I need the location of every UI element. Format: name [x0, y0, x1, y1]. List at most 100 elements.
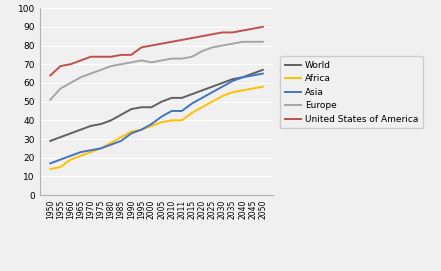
Line: United States of America: United States of America	[50, 27, 263, 75]
Europe	[98, 68, 104, 72]
Africa	[240, 89, 245, 92]
World	[119, 113, 124, 116]
World	[250, 72, 255, 75]
United States of America	[169, 40, 174, 43]
United States of America	[250, 27, 255, 30]
Europe	[240, 40, 245, 43]
Asia	[260, 72, 265, 75]
United States of America	[240, 29, 245, 32]
Asia	[199, 96, 205, 99]
United States of America	[58, 64, 63, 68]
Europe	[179, 57, 184, 60]
Asia	[88, 149, 93, 152]
United States of America	[209, 33, 215, 36]
Asia	[179, 109, 184, 113]
World	[139, 106, 144, 109]
Europe	[169, 57, 174, 60]
United States of America	[139, 46, 144, 49]
United States of America	[88, 55, 93, 58]
Asia	[240, 76, 245, 79]
Asia	[68, 154, 73, 157]
Asia	[129, 132, 134, 135]
Africa	[48, 167, 53, 170]
Europe	[189, 55, 194, 58]
World	[108, 119, 114, 122]
World	[78, 128, 83, 131]
World	[230, 78, 235, 81]
Asia	[220, 85, 225, 88]
Asia	[98, 147, 104, 150]
Asia	[149, 122, 154, 126]
United States of America	[260, 25, 265, 28]
World	[48, 139, 53, 143]
Europe	[209, 46, 215, 49]
Asia	[189, 102, 194, 105]
World	[129, 108, 134, 111]
Africa	[250, 87, 255, 90]
United States of America	[179, 38, 184, 41]
United States of America	[159, 42, 164, 45]
United States of America	[149, 44, 154, 47]
Europe	[68, 81, 73, 85]
World	[189, 92, 194, 96]
World	[209, 85, 215, 88]
Europe	[58, 87, 63, 90]
Europe	[119, 63, 124, 66]
World	[220, 81, 225, 85]
Asia	[48, 162, 53, 165]
Africa	[129, 130, 134, 133]
Asia	[159, 115, 164, 118]
United States of America	[98, 55, 104, 58]
Africa	[209, 100, 215, 103]
World	[169, 96, 174, 99]
Asia	[250, 74, 255, 77]
Europe	[220, 44, 225, 47]
Africa	[199, 106, 205, 109]
Europe	[260, 40, 265, 43]
Europe	[88, 72, 93, 75]
United States of America	[48, 74, 53, 77]
World	[68, 132, 73, 135]
Asia	[108, 143, 114, 146]
Line: Africa: Africa	[50, 87, 263, 169]
Africa	[98, 147, 104, 150]
Europe	[129, 61, 134, 64]
Europe	[149, 61, 154, 64]
World	[58, 136, 63, 139]
United States of America	[108, 55, 114, 58]
Africa	[230, 91, 235, 94]
Europe	[139, 59, 144, 62]
Europe	[230, 42, 235, 45]
Asia	[119, 139, 124, 143]
Europe	[159, 59, 164, 62]
Legend: World, Africa, Asia, Europe, United States of America: World, Africa, Asia, Europe, United Stat…	[280, 56, 422, 128]
Line: World: World	[50, 70, 263, 141]
Europe	[199, 50, 205, 53]
Africa	[78, 154, 83, 157]
Asia	[78, 150, 83, 154]
Asia	[209, 91, 215, 94]
United States of America	[220, 31, 225, 34]
United States of America	[68, 63, 73, 66]
Africa	[119, 136, 124, 139]
United States of America	[119, 53, 124, 57]
World	[199, 89, 205, 92]
Asia	[169, 109, 174, 113]
World	[149, 106, 154, 109]
United States of America	[78, 59, 83, 62]
Africa	[68, 158, 73, 161]
Africa	[88, 150, 93, 154]
United States of America	[199, 34, 205, 38]
World	[240, 76, 245, 79]
Europe	[250, 40, 255, 43]
Africa	[108, 141, 114, 144]
World	[98, 122, 104, 126]
World	[260, 68, 265, 72]
Asia	[139, 128, 144, 131]
World	[159, 100, 164, 103]
World	[179, 96, 184, 99]
Europe	[48, 98, 53, 101]
Europe	[108, 64, 114, 68]
Africa	[58, 165, 63, 169]
Africa	[149, 124, 154, 128]
